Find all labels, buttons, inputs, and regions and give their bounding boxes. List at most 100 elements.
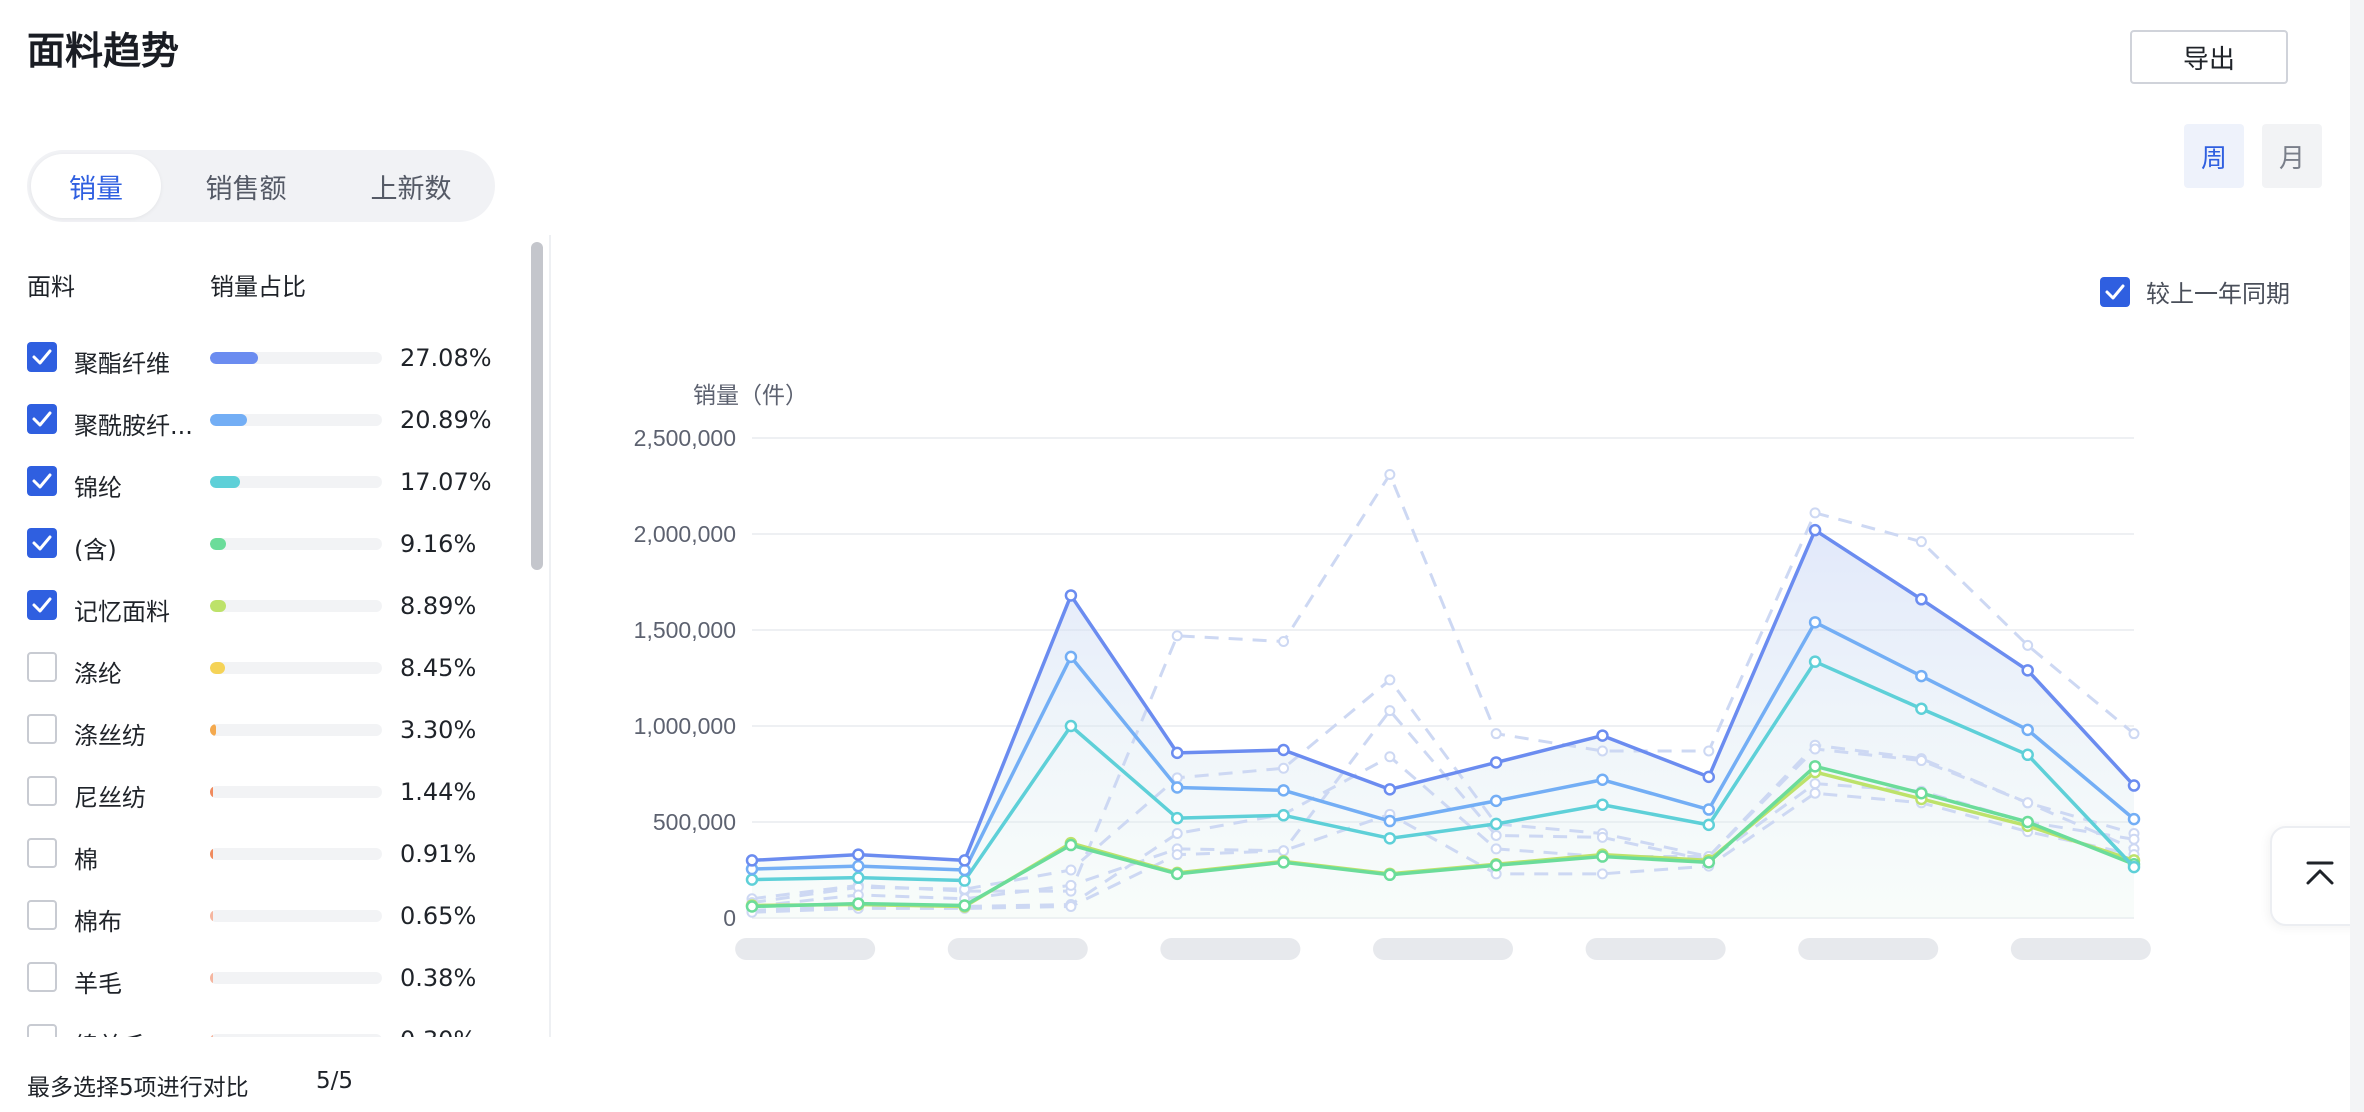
- fabric-name: 涤丝纺: [74, 722, 146, 750]
- data-point[interactable]: [745, 854, 759, 867]
- data-point[interactable]: [1915, 593, 1928, 606]
- period-month-button[interactable]: 月: [2262, 124, 2322, 188]
- list-item[interactable]: 记忆面料 8.89%: [0, 590, 548, 630]
- data-point[interactable]: [1170, 811, 1184, 825]
- data-point[interactable]: [1808, 760, 1822, 773]
- compare-checkbox[interactable]: [2100, 276, 2130, 307]
- data-point[interactable]: [1489, 817, 1503, 831]
- data-point[interactable]: [852, 848, 865, 861]
- data-point[interactable]: [1596, 729, 1609, 742]
- previous-year-line: [751, 747, 2135, 912]
- data-point[interactable]: [852, 871, 865, 884]
- fabric-checkbox[interactable]: [27, 590, 57, 620]
- data-point[interactable]: [1064, 589, 1078, 602]
- previous-year-point: [1596, 868, 1608, 880]
- data-point[interactable]: [1489, 794, 1503, 808]
- data-point[interactable]: [1277, 743, 1290, 757]
- share-bar: [210, 538, 382, 550]
- data-point[interactable]: [1915, 786, 1928, 800]
- data-point[interactable]: [1170, 746, 1184, 760]
- data-point[interactable]: [1064, 719, 1078, 733]
- data-point[interactable]: [1383, 783, 1397, 796]
- data-point[interactable]: [958, 854, 971, 867]
- list-item[interactable]: (含) 9.16%: [0, 528, 548, 568]
- list-item[interactable]: 棉 0.91%: [0, 838, 548, 878]
- page-scrollbar-track[interactable]: [2350, 0, 2364, 1112]
- data-point[interactable]: [1702, 856, 1716, 869]
- data-point[interactable]: [2127, 779, 2141, 792]
- data-point[interactable]: [1277, 784, 1290, 797]
- fabric-checkbox[interactable]: [27, 342, 57, 372]
- data-point[interactable]: [1383, 832, 1397, 845]
- data-point[interactable]: [1596, 798, 1609, 811]
- list-item[interactable]: 涤丝纺 3.30%: [0, 714, 548, 754]
- fabric-checkbox[interactable]: [27, 714, 57, 744]
- fabric-checkbox[interactable]: [27, 652, 57, 682]
- share-bar-fill: [210, 414, 247, 426]
- data-point[interactable]: [745, 873, 759, 886]
- data-point[interactable]: [958, 874, 971, 887]
- export-button[interactable]: 导出: [2130, 30, 2288, 84]
- list-item[interactable]: 绵羊毛 0.30%: [0, 1024, 548, 1037]
- list-item[interactable]: 棉布 0.65%: [0, 900, 548, 940]
- data-point[interactable]: [958, 899, 971, 912]
- data-point[interactable]: [1915, 669, 1928, 683]
- data-point[interactable]: [2021, 815, 2034, 829]
- data-point[interactable]: [1277, 856, 1290, 869]
- list-item[interactable]: 尼丝纺 1.44%: [0, 776, 548, 816]
- data-point[interactable]: [1702, 803, 1716, 816]
- data-point[interactable]: [1808, 655, 1822, 668]
- previous-year-line: [751, 791, 2135, 914]
- data-point[interactable]: [1383, 868, 1397, 882]
- data-point[interactable]: [1489, 756, 1503, 769]
- fabric-checkbox[interactable]: [27, 776, 57, 806]
- list-item[interactable]: 聚酯纤维 27.08%: [0, 342, 548, 382]
- data-point[interactable]: [2021, 723, 2034, 737]
- y-tick-label: 1,000,000: [634, 713, 736, 739]
- fabric-checkbox[interactable]: [27, 900, 57, 930]
- tab-new-arrivals[interactable]: 上新数: [370, 173, 452, 205]
- previous-year-point: [1384, 751, 1396, 763]
- data-point[interactable]: [1808, 523, 1822, 537]
- data-point[interactable]: [2127, 860, 2141, 874]
- data-point[interactable]: [1702, 770, 1716, 784]
- fabric-checkbox[interactable]: [27, 962, 57, 992]
- data-point[interactable]: [745, 900, 759, 913]
- data-point[interactable]: [2127, 812, 2141, 826]
- fabric-checkbox[interactable]: [27, 1024, 57, 1037]
- tab-sales-amount[interactable]: 销售额: [205, 173, 287, 205]
- data-point[interactable]: [852, 897, 865, 910]
- data-point[interactable]: [2021, 748, 2034, 762]
- list-item[interactable]: 锦纶 17.07%: [0, 466, 548, 506]
- list-item[interactable]: 羊毛 0.38%: [0, 962, 548, 1002]
- data-point[interactable]: [1064, 650, 1078, 664]
- data-point[interactable]: [1383, 814, 1397, 828]
- fabric-checkbox[interactable]: [27, 466, 57, 496]
- compare-label: 较上一年同期: [2146, 280, 2290, 308]
- data-point[interactable]: [1596, 850, 1609, 863]
- data-point[interactable]: [2021, 664, 2034, 677]
- list-scrollbar[interactable]: [531, 242, 543, 570]
- data-point[interactable]: [852, 859, 865, 873]
- previous-year-point: [1278, 762, 1290, 774]
- data-point[interactable]: [1277, 809, 1290, 822]
- data-point[interactable]: [1596, 773, 1609, 787]
- data-point[interactable]: [1170, 867, 1184, 881]
- data-point[interactable]: [1915, 702, 1928, 715]
- data-point[interactable]: [1808, 616, 1822, 629]
- period-week-button[interactable]: 周: [2184, 124, 2244, 188]
- fabric-checkbox[interactable]: [27, 528, 57, 558]
- data-point[interactable]: [1702, 818, 1716, 832]
- list-item[interactable]: 聚酰胺纤... 20.89%: [0, 404, 548, 444]
- tab-sales-volume[interactable]: 销量: [31, 154, 161, 218]
- fabric-name: 聚酰胺纤...: [74, 412, 193, 440]
- compare-previous-year-toggle[interactable]: 较上一年同期: [2100, 274, 2290, 309]
- data-point[interactable]: [1489, 858, 1503, 872]
- list-item[interactable]: 涤纶 8.45%: [0, 652, 548, 692]
- back-to-top-button[interactable]: [2270, 826, 2364, 926]
- data-point[interactable]: [1170, 781, 1184, 794]
- data-point[interactable]: [1064, 838, 1078, 852]
- fabric-checkbox[interactable]: [27, 404, 57, 434]
- share-percent: 17.07%: [400, 468, 492, 496]
- fabric-checkbox[interactable]: [27, 838, 57, 868]
